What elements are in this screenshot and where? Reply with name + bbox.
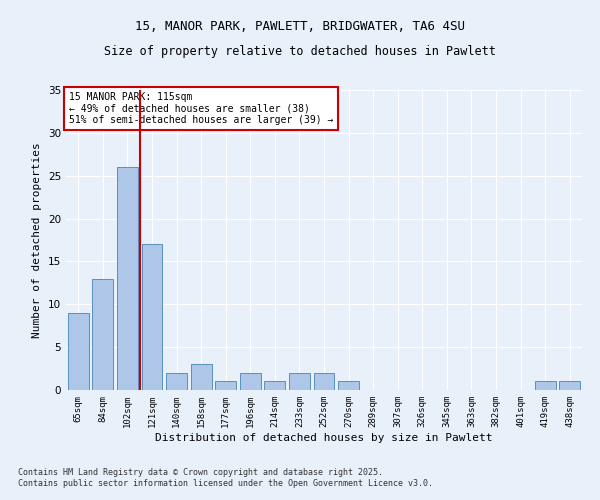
- Bar: [166, 373, 187, 390]
- Bar: [117, 167, 138, 390]
- Bar: [559, 382, 580, 390]
- Bar: [314, 373, 334, 390]
- Bar: [338, 382, 359, 390]
- Text: 15, MANOR PARK, PAWLETT, BRIDGWATER, TA6 4SU: 15, MANOR PARK, PAWLETT, BRIDGWATER, TA6…: [135, 20, 465, 33]
- Bar: [68, 313, 89, 390]
- Text: Size of property relative to detached houses in Pawlett: Size of property relative to detached ho…: [104, 45, 496, 58]
- Bar: [191, 364, 212, 390]
- X-axis label: Distribution of detached houses by size in Pawlett: Distribution of detached houses by size …: [155, 432, 493, 442]
- Bar: [535, 382, 556, 390]
- Text: Contains HM Land Registry data © Crown copyright and database right 2025.
Contai: Contains HM Land Registry data © Crown c…: [18, 468, 433, 487]
- Bar: [215, 382, 236, 390]
- Bar: [265, 382, 286, 390]
- Text: 15 MANOR PARK: 115sqm
← 49% of detached houses are smaller (38)
51% of semi-deta: 15 MANOR PARK: 115sqm ← 49% of detached …: [68, 92, 333, 124]
- Bar: [289, 373, 310, 390]
- Bar: [142, 244, 163, 390]
- Bar: [92, 278, 113, 390]
- Y-axis label: Number of detached properties: Number of detached properties: [32, 142, 43, 338]
- Bar: [240, 373, 261, 390]
